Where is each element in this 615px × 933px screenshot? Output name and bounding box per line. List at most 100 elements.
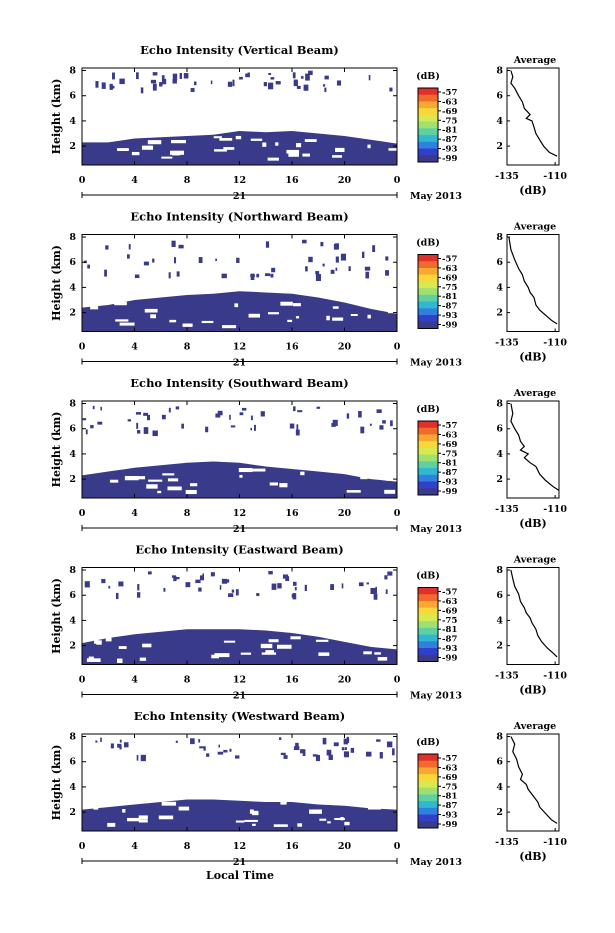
colorbar-tick-label: -99: [442, 321, 457, 331]
panel-title: Echo Intensity (Southward Beam): [130, 376, 348, 390]
echo-gap: [389, 306, 397, 311]
colorbar-segment: [418, 114, 438, 123]
sparse-echo: [358, 411, 362, 418]
echo-gap: [332, 306, 339, 309]
panel-title: Echo Intensity (Westward Beam): [134, 709, 345, 723]
sparse-echo: [185, 582, 191, 588]
y-tick-label: 6: [69, 757, 76, 768]
colorbar-tick-label: -81: [442, 126, 457, 136]
colorbar-segment: [418, 321, 438, 329]
sparse-echo: [283, 755, 288, 759]
sparse-echo: [227, 81, 233, 87]
echo-gap: [248, 313, 260, 318]
echo-gap: [96, 640, 102, 645]
sparse-echo: [250, 273, 255, 281]
x-tick-label: 4: [131, 841, 138, 852]
echo-fill-region: [82, 461, 397, 498]
sparse-echo: [210, 80, 213, 85]
echo-gap: [335, 147, 345, 153]
sparse-echo: [168, 272, 171, 279]
x-tick-label: 20: [338, 175, 352, 186]
sparse-echo: [174, 257, 177, 264]
sparse-echo: [293, 746, 300, 751]
date-label: May 2013: [410, 524, 462, 535]
sparse-echo: [181, 423, 184, 429]
sparse-echo: [118, 581, 124, 587]
echo-gap: [169, 319, 174, 323]
sparse-echo: [346, 413, 350, 419]
echo-gap: [363, 651, 372, 655]
colorbar-segment: [418, 641, 438, 649]
sparse-echo: [268, 570, 273, 575]
panel-1: Echo Intensity (Vertical Beam) 2 4 6 8 Height…: [50, 43, 567, 202]
echo-gap: [171, 139, 186, 144]
echo-gap: [136, 476, 146, 480]
profile-x-label: (dB): [519, 517, 546, 530]
sparse-echo: [322, 263, 325, 267]
echo-gap: [287, 319, 293, 323]
sparse-echo: [332, 419, 338, 426]
x-tick-label: 16: [285, 841, 299, 852]
colorbar-tick-label: -81: [442, 459, 457, 469]
colorbar-tick-label: -87: [442, 302, 457, 312]
echo-gap: [114, 301, 127, 306]
echo-gap: [219, 137, 233, 141]
profile-y-tick-label: 8: [496, 66, 503, 77]
sparse-echo: [334, 243, 339, 250]
x-tick-label: 20: [338, 675, 352, 686]
echo-gap: [244, 819, 258, 822]
sparse-echo: [315, 274, 321, 282]
sparse-echo: [364, 266, 371, 271]
sparse-echo: [152, 258, 155, 263]
profile-x-label: (dB): [519, 351, 546, 364]
sparse-echo: [206, 753, 210, 757]
sparse-echo: [143, 412, 149, 416]
sparse-echo: [305, 266, 308, 272]
colorbar-segment: [418, 108, 438, 116]
colorbar-frame: [417, 587, 439, 662]
echo-gap: [223, 640, 236, 643]
sparse-echo: [217, 751, 224, 755]
x-tick-label: 12: [233, 508, 246, 519]
sparse-echo: [190, 738, 195, 745]
sparse-echo: [137, 592, 141, 598]
sparse-echo: [341, 747, 345, 751]
colorbar-segment: [418, 294, 438, 303]
profile-y-tick-label: 4: [496, 449, 503, 460]
echo-gap: [201, 320, 214, 324]
sparse-echo: [366, 582, 369, 585]
sparse-echo: [112, 85, 115, 89]
sparse-echo: [315, 754, 321, 762]
profile-y-tick-label: 6: [496, 757, 503, 768]
colorbar-segment: [418, 801, 438, 809]
heatmap-data: [82, 570, 397, 665]
colorbar-segment: [418, 481, 438, 489]
x-tick-label: 16: [285, 675, 299, 686]
sparse-echo: [217, 410, 223, 416]
profile-y-tick-label: 8: [496, 232, 503, 243]
sparse-echo: [221, 273, 227, 279]
echo-gap: [268, 312, 279, 315]
echo-gap: [252, 810, 259, 816]
echo-gap: [162, 473, 175, 476]
profile-x-tick-label: -135: [495, 171, 519, 182]
echo-gap: [326, 315, 330, 321]
colorbar-segment: [418, 308, 438, 316]
profile-y-tick-label: 6: [496, 257, 503, 268]
sparse-echo: [218, 744, 221, 748]
echo-gap: [235, 135, 242, 140]
colorbar-unit: (dB): [416, 737, 440, 748]
panel-title: Echo Intensity (Eastward Beam): [135, 543, 343, 557]
profile-y-tick-label: 6: [496, 91, 503, 102]
sparse-echo: [221, 578, 228, 584]
echo-gap: [109, 479, 119, 483]
sparse-echo: [304, 584, 307, 592]
echo-gap: [238, 468, 253, 473]
sparse-echo: [172, 73, 178, 81]
sparse-echo: [247, 72, 250, 76]
colorbar-tick-label: -81: [442, 625, 457, 635]
sparse-echo: [268, 72, 272, 76]
y-tick-label: 6: [69, 590, 76, 601]
sparse-echo: [163, 587, 166, 592]
